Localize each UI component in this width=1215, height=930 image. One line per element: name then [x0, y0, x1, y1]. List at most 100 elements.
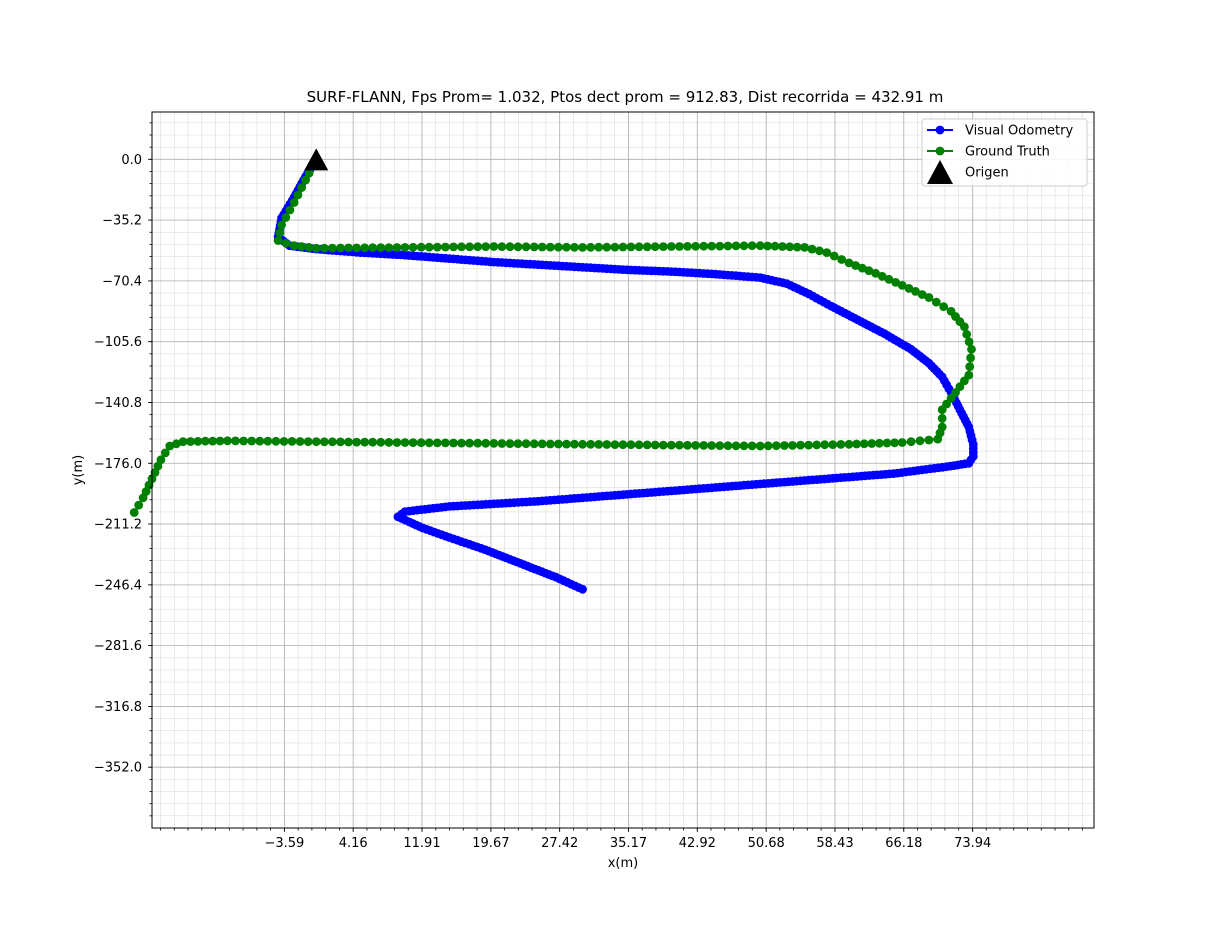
data-point: [570, 242, 579, 252]
x-tick-label: 4.16: [339, 836, 368, 851]
data-point: [473, 242, 483, 252]
data-point: [804, 440, 813, 450]
data-point: [562, 242, 571, 252]
data-point: [165, 441, 175, 451]
data-point: [505, 242, 515, 252]
data-point: [384, 243, 394, 253]
data-point: [304, 168, 314, 178]
y-axis-label: y(m): [71, 455, 86, 486]
data-point: [457, 438, 466, 448]
data-point: [650, 242, 660, 252]
data-point: [844, 258, 854, 268]
y-tick-label: −35.2: [102, 214, 142, 229]
data-point: [537, 242, 547, 252]
legend: Visual Odometry Ground Truth Origen: [921, 118, 1088, 187]
data-point: [129, 508, 139, 517]
data-point: [247, 436, 257, 446]
data-point: [877, 271, 887, 281]
data-point: [570, 439, 579, 449]
data-point: [384, 438, 394, 447]
data-point: [586, 439, 596, 449]
data-point: [715, 441, 725, 450]
data-point: [336, 243, 345, 253]
data-point: [707, 441, 717, 450]
x-tick-label: 66.18: [885, 836, 922, 851]
data-point: [828, 440, 838, 449]
data-point: [160, 448, 170, 458]
data-point: [297, 183, 307, 192]
data-point: [285, 205, 295, 215]
data-point: [960, 322, 969, 332]
data-point: [911, 287, 920, 296]
data-point: [642, 242, 652, 252]
data-point: [965, 362, 975, 371]
data-point: [691, 241, 700, 251]
data-point: [400, 438, 410, 447]
data-point: [408, 438, 418, 447]
data-point: [867, 439, 877, 448]
data-point: [489, 439, 499, 448]
data-point: [271, 436, 281, 446]
data-point: [208, 436, 218, 446]
data-point: [186, 437, 195, 446]
data-point: [763, 441, 773, 451]
data-point: [465, 438, 474, 448]
data-point: [937, 414, 947, 423]
data-point: [967, 344, 976, 354]
legend-entry: Visual Odometry: [927, 124, 1073, 139]
data-point: [897, 438, 907, 447]
legend-entry: Ground Truth: [927, 145, 1050, 160]
y-tick-label: 0.0: [121, 153, 142, 168]
data-point: [792, 242, 802, 252]
data-point: [311, 437, 321, 447]
data-point: [739, 441, 749, 451]
data-point: [578, 243, 587, 252]
data-point: [344, 437, 353, 447]
data-point: [796, 440, 805, 450]
data-point: [747, 241, 757, 251]
x-tick-label: 42.92: [679, 836, 716, 851]
data-point: [778, 242, 787, 251]
data-point: [634, 440, 644, 450]
data-point: [554, 242, 563, 252]
data-point: [231, 436, 240, 446]
data-point: [707, 241, 717, 251]
data-point: [852, 439, 861, 449]
data-point: [683, 242, 692, 251]
legend-marker-swatch: [935, 146, 945, 156]
data-point: [675, 242, 684, 251]
data-point: [392, 438, 402, 447]
data-point: [602, 242, 612, 252]
data-point: [924, 293, 934, 302]
data-point: [392, 243, 402, 252]
data-point: [906, 437, 916, 447]
data-point: [263, 436, 273, 446]
legend-box: [921, 118, 1088, 187]
data-point: [505, 439, 515, 448]
data-point: [602, 440, 612, 449]
data-point: [449, 438, 458, 448]
data-point: [731, 441, 741, 451]
data-point: [618, 242, 628, 252]
data-point: [871, 268, 880, 278]
data-point: [424, 438, 434, 448]
data-point: [962, 329, 972, 339]
data-point: [931, 297, 941, 307]
data-point: [904, 284, 914, 293]
y-tick-label: −176.0: [94, 457, 142, 472]
x-tick-label: 58.43: [816, 836, 853, 851]
legend-entry: Origen: [927, 160, 1009, 184]
series-ground-truth: [129, 154, 976, 517]
data-point: [731, 241, 741, 251]
data-point: [771, 441, 781, 451]
data-point: [408, 242, 418, 252]
data-point: [642, 440, 652, 450]
data-point: [882, 438, 892, 448]
data-point: [675, 440, 684, 450]
data-point: [289, 241, 299, 251]
legend-label: Origen: [965, 166, 1009, 181]
data-point: [281, 213, 291, 222]
data-point: [699, 441, 709, 450]
data-point: [293, 190, 303, 200]
data-point: [281, 238, 291, 248]
